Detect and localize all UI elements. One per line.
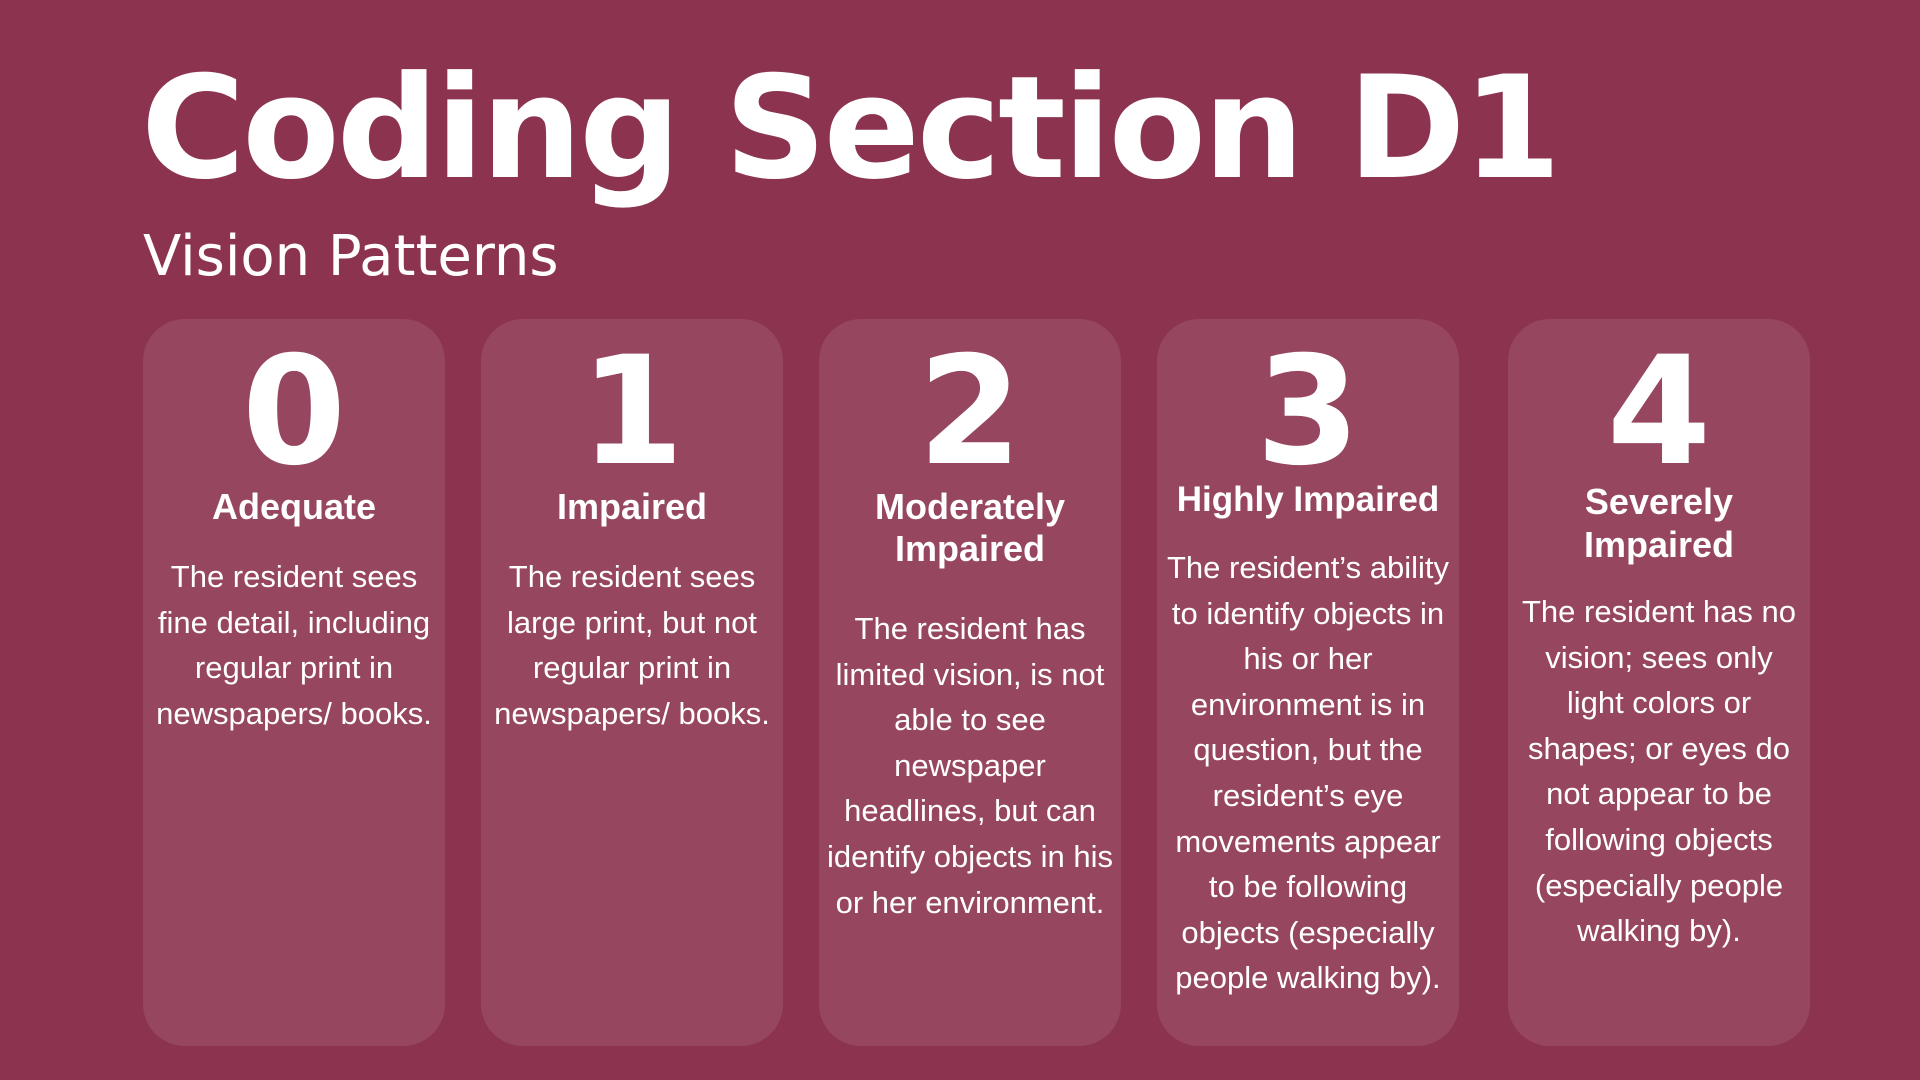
card-label: Highly Impaired	[1176, 480, 1440, 519]
card-label: Severely Impaired	[1583, 481, 1735, 566]
card-description: The resident has no vision; sees only li…	[1521, 594, 1796, 949]
page-subtitle: Vision Patterns	[143, 224, 559, 289]
page-title: Coding Section D1	[141, 46, 1561, 211]
card-number: 2	[917, 325, 1023, 499]
vision-card-4: 4 Severely Impaired The resident has no …	[1508, 319, 1810, 1046]
vision-card-2: 2 Moderately Impaired The resident has l…	[819, 319, 1121, 1046]
card-description: The resident’s ability to identify objec…	[1166, 550, 1449, 996]
card-number: 1	[579, 325, 685, 499]
vision-card-3: 3 Highly Impaired The resident’s ability…	[1157, 319, 1459, 1046]
vision-card-0: 0 Adequate The resident sees fine detail…	[143, 319, 445, 1046]
card-number: 0	[241, 325, 347, 499]
card-description: The resident sees fine detail, including…	[156, 559, 432, 731]
card-description: The resident has limited vision, is not …	[826, 611, 1114, 920]
card-label: Adequate	[211, 486, 377, 527]
vision-card-1: 1 Impaired The resident sees large print…	[481, 319, 783, 1046]
card-label: Impaired	[556, 486, 708, 527]
card-number: 4	[1606, 325, 1712, 499]
card-number: 3	[1255, 325, 1361, 499]
card-description: The resident sees large print, but not r…	[494, 559, 770, 731]
card-label: Moderately Impaired	[874, 486, 1066, 570]
